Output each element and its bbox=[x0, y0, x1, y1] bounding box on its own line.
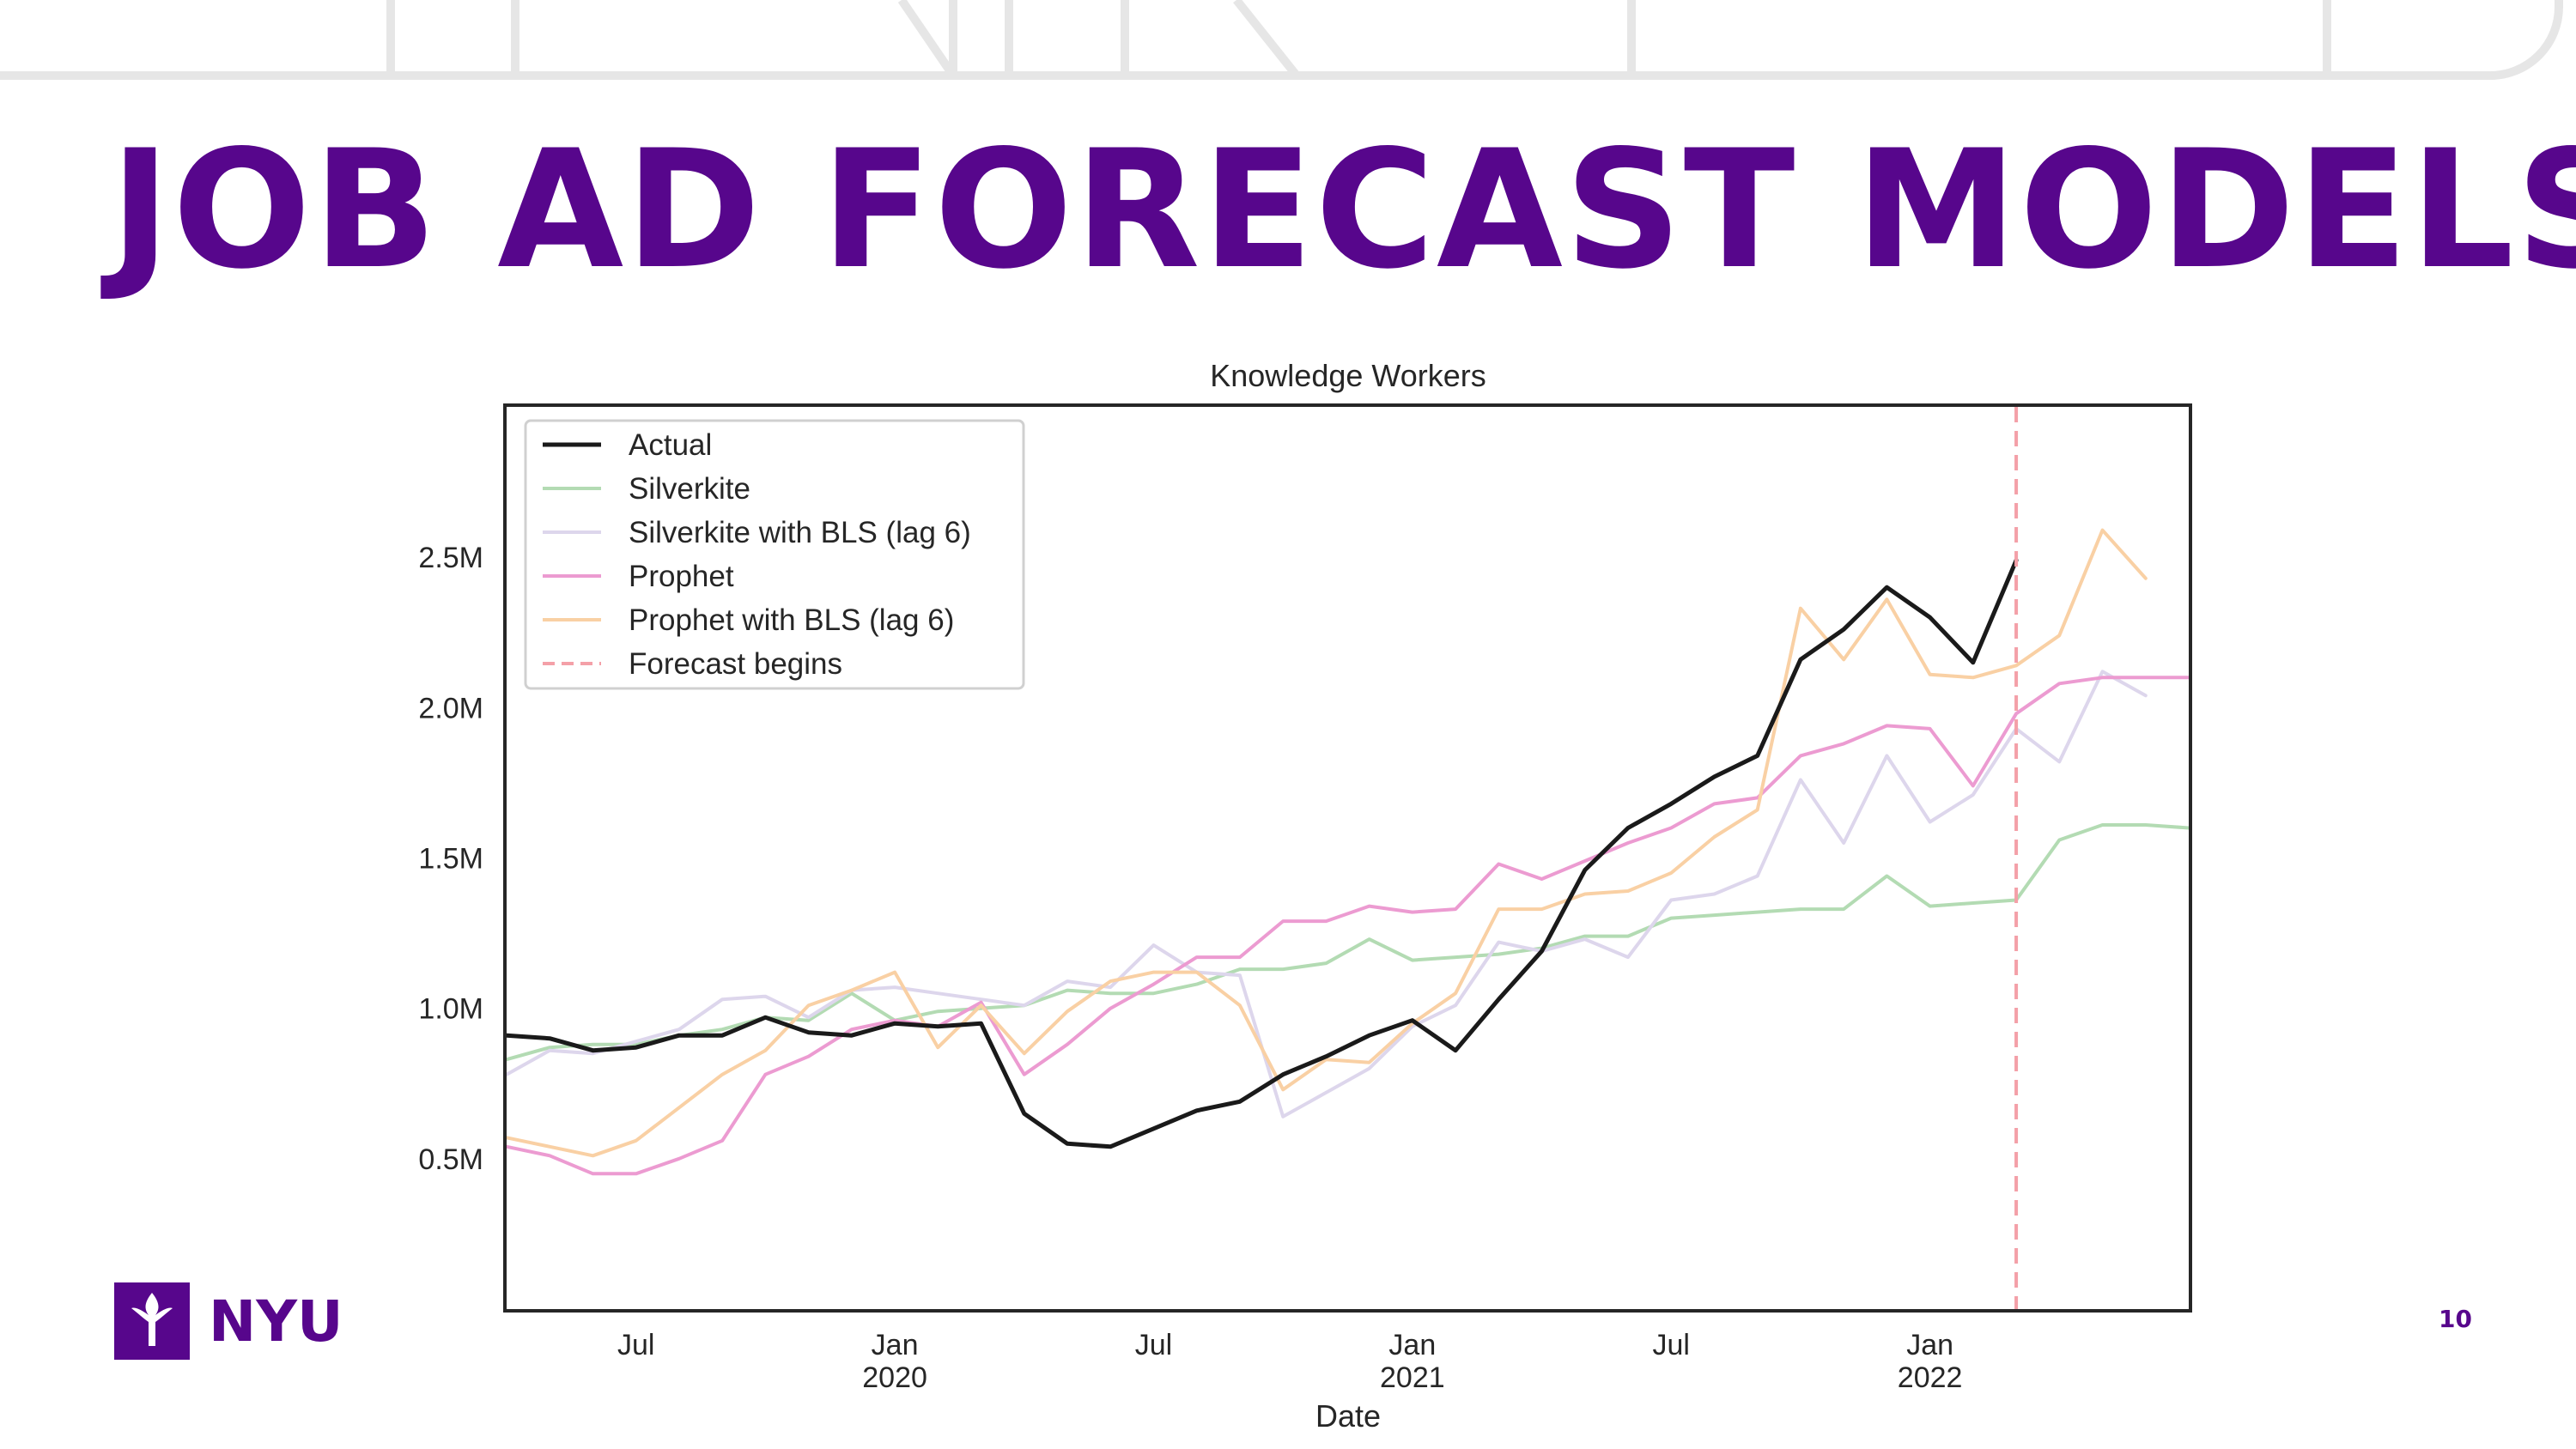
legend-box bbox=[524, 419, 1025, 690]
y-tick-label-2-5m: 2.5M bbox=[418, 542, 483, 574]
y-tick-label-2-0m: 2.0M bbox=[418, 692, 483, 724]
x-tick-label-2020-07: Jul bbox=[1135, 1329, 1172, 1361]
series-line-prophet bbox=[505, 676, 2190, 1176]
x-tick-label-2021-07: Jul bbox=[1652, 1329, 1689, 1361]
nyu-logo-text: NYU bbox=[209, 1288, 343, 1355]
slide-title: JOB AD FORECAST MODELS bbox=[110, 115, 2576, 305]
page-number: 10 bbox=[2439, 1305, 2472, 1333]
x-tick-label-2021-01: Jan bbox=[1388, 1329, 1436, 1361]
x-tick-label-2020-01: Jan bbox=[872, 1329, 919, 1361]
x-tick-label-2019-07: Jul bbox=[617, 1329, 654, 1361]
torch-icon bbox=[114, 1282, 190, 1360]
series-line-silverkite bbox=[505, 823, 2190, 1062]
plot-frame bbox=[503, 403, 2192, 1313]
x-tick-year-2021: 2021 bbox=[1380, 1361, 1445, 1394]
legend-label-actual: Actual bbox=[629, 428, 712, 462]
legend-label-prophet: Prophet bbox=[629, 560, 734, 593]
legend-label-prophet-with-bls-lag-6: Prophet with BLS (lag 6) bbox=[629, 603, 954, 637]
y-tick-label-1-0m: 1.0M bbox=[418, 993, 483, 1026]
legend-label-forecast-begins: Forecast begins bbox=[629, 647, 842, 681]
y-tick-label-1-5m: 1.5M bbox=[418, 843, 483, 876]
nyu-logo: NYU bbox=[114, 1282, 343, 1360]
legend-label-silverkite: Silverkite bbox=[629, 472, 750, 506]
x-tick-year-2022: 2022 bbox=[1898, 1361, 1963, 1394]
series-line-prophet-with-bls-lag-6 bbox=[505, 528, 2148, 1158]
series-line-actual bbox=[504, 558, 2019, 1149]
series-line-silverkite-with-bls-lag-6 bbox=[505, 670, 2148, 1119]
chart-title: Knowledge Workers bbox=[1210, 358, 1486, 393]
x-tick-year-2020: 2020 bbox=[862, 1361, 927, 1394]
y-tick-label-0-5m: 0.5M bbox=[418, 1143, 483, 1176]
legend-label-silverkite-with-bls-lag-6: Silverkite with BLS (lag 6) bbox=[629, 516, 971, 549]
x-tick-label-2022-01: Jan bbox=[1906, 1329, 1953, 1361]
header-decoration bbox=[0, 0, 2563, 80]
x-axis-label: Date bbox=[1315, 1398, 1381, 1434]
